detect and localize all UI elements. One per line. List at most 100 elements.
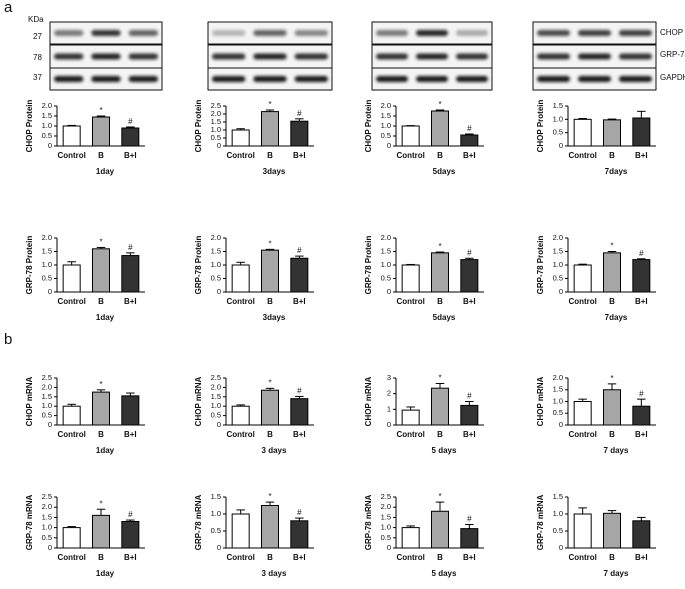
x-axis-label: 1day	[96, 569, 115, 578]
blot-marker: 27	[33, 32, 42, 41]
y-tick-label: 0	[217, 420, 221, 429]
blot-band	[456, 53, 488, 60]
x-tick-label: Control	[57, 553, 85, 562]
x-tick-label: B+I	[635, 553, 648, 562]
bar	[231, 264, 250, 293]
blot-band	[376, 30, 408, 36]
blot-band	[294, 30, 328, 36]
bar	[231, 129, 250, 147]
y-tick-label: 1.0	[553, 509, 563, 518]
x-axis-label: 7 days	[604, 446, 629, 455]
y-tick-label: 0	[559, 287, 563, 296]
y-tick-label: 2.0	[381, 233, 391, 242]
y-axis-label: CHOP Protein	[364, 100, 373, 153]
y-axis-label: CHOP mRNA	[536, 376, 545, 426]
blot-band	[537, 76, 570, 82]
x-tick-label: B	[98, 151, 104, 160]
bar	[430, 110, 450, 147]
x-axis-label: 5days	[433, 313, 456, 322]
significance-mark: #	[297, 109, 302, 118]
bar	[401, 527, 420, 549]
significance-mark: #	[297, 246, 302, 255]
bar	[632, 259, 651, 293]
blot-band	[212, 76, 246, 82]
significance-mark: #	[639, 249, 644, 258]
y-tick-label: 3	[387, 373, 391, 382]
bar	[632, 405, 651, 426]
blot-band	[54, 76, 84, 82]
y-tick-label: 1.5	[553, 246, 563, 255]
y-tick-label: 0.5	[553, 526, 563, 535]
y-tick-label: 0	[48, 543, 52, 552]
y-tick-label: 0.5	[381, 131, 391, 140]
bar	[62, 125, 81, 147]
bar	[231, 405, 250, 426]
y-tick-label: 0.5	[42, 273, 52, 282]
y-tick-label: 1.0	[42, 260, 52, 269]
y-tick-label: 0.5	[42, 411, 52, 420]
significance-mark: #	[297, 387, 302, 396]
blot-band	[537, 30, 570, 36]
bar	[430, 252, 450, 293]
panel-label: b	[4, 331, 12, 348]
bar	[602, 252, 622, 293]
significance-mark: #	[467, 392, 472, 401]
significance-mark: *	[610, 374, 613, 383]
x-tick-label: B+I	[463, 297, 476, 306]
y-tick-label: 1.5	[211, 246, 221, 255]
x-tick-label: Control	[568, 430, 596, 439]
bar	[290, 257, 309, 293]
x-tick-label: B+I	[293, 430, 306, 439]
significance-mark: #	[128, 117, 133, 126]
y-tick-label: 1.5	[42, 512, 52, 521]
y-tick-label: 0.5	[42, 533, 52, 542]
y-axis-label: GRP-78 mRNA	[364, 495, 373, 551]
y-tick-label: 1.0	[381, 121, 391, 130]
blot-band	[416, 76, 448, 82]
y-tick-label: 1	[387, 404, 391, 413]
bar	[460, 528, 479, 549]
bar	[632, 520, 651, 549]
x-tick-label: B+I	[463, 553, 476, 562]
y-tick-label: 2.0	[42, 502, 52, 511]
x-tick-label: B	[98, 553, 104, 562]
y-tick-label: 1.0	[211, 125, 221, 134]
y-axis-label: GRP-78 Protein	[194, 236, 203, 295]
x-axis-label: 5 days	[432, 446, 457, 455]
y-axis-label: CHOP mRNA	[194, 376, 203, 426]
y-tick-label: 2.0	[42, 101, 52, 110]
blot-protein: GRP-78	[660, 50, 685, 59]
x-tick-label: B	[609, 151, 615, 160]
bar	[121, 255, 140, 293]
bar	[401, 264, 420, 293]
y-tick-label: 1.5	[211, 117, 221, 126]
blot-band	[294, 53, 328, 60]
x-tick-label: B	[437, 430, 443, 439]
y-tick-label: 2.5	[42, 373, 52, 382]
x-axis-label: 3days	[263, 167, 286, 176]
y-axis-label: CHOP Protein	[25, 100, 34, 153]
y-tick-label: 1.5	[42, 246, 52, 255]
y-tick-label: 1.0	[211, 401, 221, 410]
x-tick-label: Control	[57, 297, 85, 306]
y-tick-label: 2	[387, 389, 391, 398]
x-tick-label: B+I	[635, 297, 648, 306]
y-axis-label: GRP-78 mRNA	[194, 495, 203, 551]
y-tick-label: 0	[217, 287, 221, 296]
x-tick-label: B	[437, 553, 443, 562]
y-tick-label: 2.0	[553, 373, 563, 382]
blot-band	[128, 76, 158, 82]
bar	[62, 527, 81, 549]
significance-mark: *	[610, 242, 613, 251]
y-tick-label: 1.0	[553, 396, 563, 405]
blot-band	[54, 30, 84, 36]
y-tick-label: 2.0	[211, 382, 221, 391]
significance-mark: #	[128, 243, 133, 252]
blot-band	[619, 30, 652, 36]
y-tick-label: 1.0	[42, 523, 52, 532]
blot-band	[619, 76, 652, 82]
x-tick-label: B+I	[635, 430, 648, 439]
x-tick-label: B+I	[124, 430, 137, 439]
significance-mark: #	[467, 515, 472, 524]
